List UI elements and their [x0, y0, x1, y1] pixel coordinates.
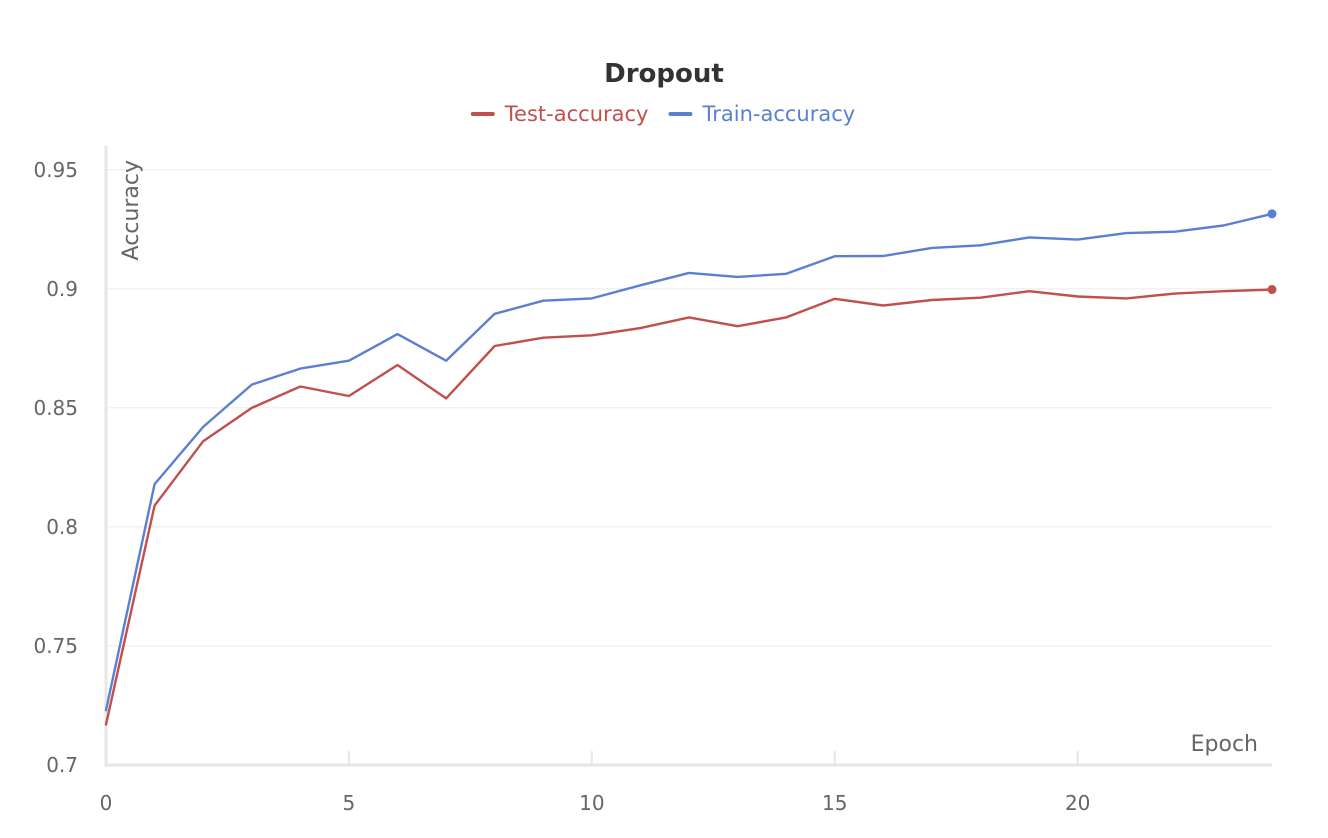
axes: 0.7 0.75 0.8 0.85 0.9 0.95 0 5 10 15 20 [33, 146, 1272, 815]
y-tick-label: 0.75 [33, 634, 78, 658]
x-tick-label: 0 [100, 791, 113, 815]
series-end-point [1267, 209, 1277, 219]
y-tick-label: 0.95 [33, 158, 78, 182]
legend-label: Test-accuracy [504, 102, 649, 126]
series-line-train-accuracy [104, 212, 1274, 712]
legend-item[interactable]: Train-accuracy [668, 102, 855, 126]
x-tick-label: 5 [343, 791, 356, 815]
x-tick-label: 15 [822, 791, 847, 815]
grid [106, 169, 1272, 647]
series-line-test-accuracy [104, 288, 1274, 726]
series-end-point [1267, 285, 1277, 295]
legend: Test-accuracy Train-accuracy [470, 102, 855, 126]
x-tick-label: 10 [579, 791, 604, 815]
y-tick-label: 0.8 [46, 515, 78, 539]
chart-title: Dropout [604, 59, 724, 89]
y-tick-label: 0.9 [46, 277, 78, 301]
y-tick-label: 0.85 [33, 396, 78, 420]
y-axis-label: Accuracy [119, 160, 144, 260]
x-tick-label: 20 [1065, 791, 1090, 815]
x-axis-label: Epoch [1191, 732, 1258, 757]
series-group [104, 209, 1277, 726]
legend-label: Train-accuracy [701, 102, 855, 126]
legend-item[interactable]: Test-accuracy [470, 102, 649, 126]
y-tick-label: 0.7 [46, 753, 78, 777]
